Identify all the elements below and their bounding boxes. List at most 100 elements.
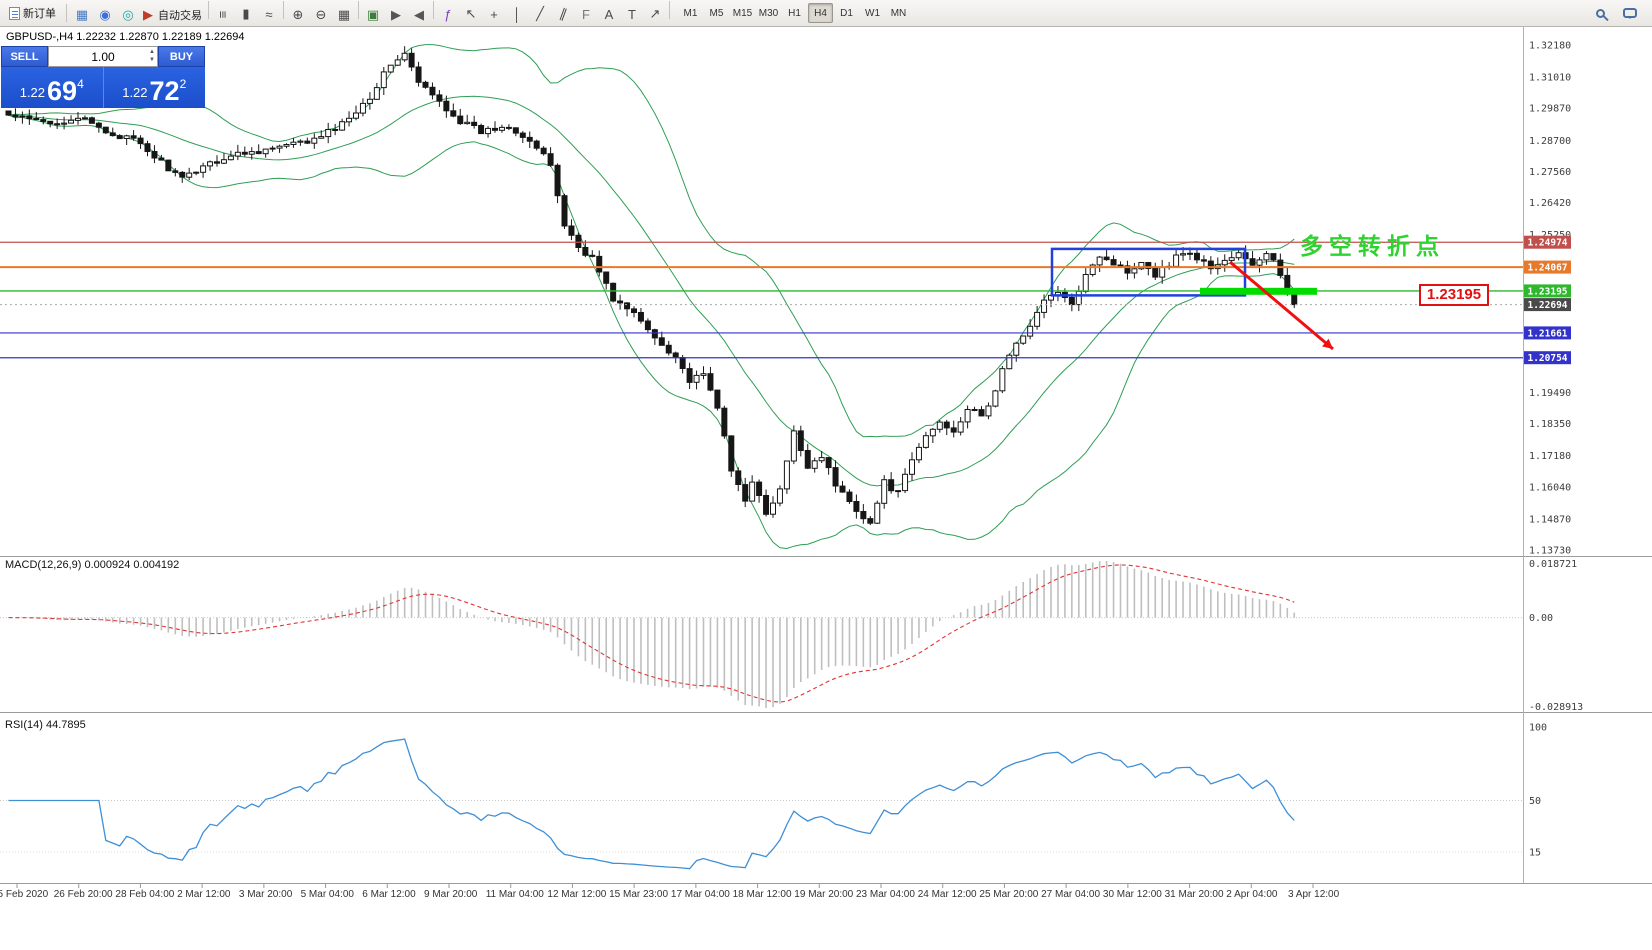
time-tick-label: 17 Mar 04:00 [671,889,730,900]
rsi-axis-label: 50 [1529,796,1541,807]
buy-price[interactable]: 1.22 72 2 [104,67,206,108]
timeframe-m15[interactable]: M15 [732,7,753,19]
price-tick-label: 1.14870 [1529,514,1571,525]
svg-text:1.24974: 1.24974 [1527,238,1567,249]
price-tick-label: 1.29870 [1529,104,1571,115]
macd-indicator-label: MACD(12,26,9) 0.000924 0.004192 [5,559,180,571]
timeframe-m30[interactable]: M30 [758,7,779,19]
turning-point-annotation[interactable]: 多空转折点 [1300,233,1445,259]
timeframe-d1[interactable]: D1 [840,7,853,19]
time-tick-label: 11 Mar 04:00 [486,889,545,900]
time-tick-label: 23 Mar 04:00 [856,889,915,900]
chart-annotations [1050,247,1334,351]
volume-stepper[interactable]: ▲ ▼ [149,48,155,64]
time-tick-label: 2 Mar 12:00 [177,889,231,900]
fibonacci-icon[interactable]: F [582,6,590,22]
buy-button[interactable]: BUY [158,46,205,67]
time-tick-label: 2 Apr 04:00 [1226,889,1278,900]
time-tick-label: 9 Mar 20:00 [424,889,478,900]
cursor-icon[interactable]: ↖ [465,6,477,21]
svg-text:1.22694: 1.22694 [1527,300,1567,311]
text-icon[interactable]: A [604,6,614,22]
time-tick-label: 19 Mar 20:00 [794,889,853,900]
search-icon[interactable] [1589,2,1611,24]
timeframe-h1[interactable]: H1 [788,7,801,19]
price-highlight-label [1524,235,1571,249]
zoom-in-icon[interactable]: ⊕ [292,6,304,22]
rsi-panel-area[interactable] [0,713,1523,883]
rsi-indicator-label: RSI(14) 44.7895 [5,719,86,731]
vertical-line-icon[interactable]: │ [512,6,522,22]
price-highlight-label [1524,298,1571,312]
macd-axis-label: -0.028913 [1529,702,1583,713]
indicators-icon[interactable]: ƒ [444,6,452,22]
timeframe-h4[interactable]: H4 [808,3,833,23]
zoom-out-icon[interactable]: ⊖ [315,6,327,22]
svg-text:1.20754: 1.20754 [1527,353,1567,364]
sell-button[interactable]: SELL [1,46,48,67]
new-chart-icon[interactable]: ▣ [366,6,380,22]
timeframe-w1[interactable]: W1 [865,7,880,19]
bar-chart-icon[interactable]: ≡ [215,10,231,18]
chart-window[interactable]: 1.32180 1.31010 1.29870 1.28700 1.27560 1.264… [0,27,1652,950]
svg-text:1.21661: 1.21661 [1527,328,1567,339]
time-tick-label: 6 Mar 12:00 [362,889,416,900]
price-highlight-label [1524,351,1571,365]
arrow-head [1322,338,1333,349]
timeframe-m1[interactable]: M1 [683,7,698,19]
sell-price-big: 69 [47,76,78,106]
sell-price[interactable]: 1.22 69 4 [1,67,103,108]
time-tick-label: 30 Mar 12:00 [1103,889,1162,900]
new-order-group: 新订单 [3,2,62,24]
sell-direction-arrow[interactable] [1229,260,1334,351]
new-order-button[interactable]: 新订单 [3,2,62,24]
arrows-icon[interactable]: ↗ [649,6,661,21]
chart-title: GBPUSD-,H4 1.22232 1.22870 1.22189 1.226… [6,31,245,43]
time-tick-label: 18 Mar 12:00 [733,889,792,900]
support-highlight-bar[interactable] [1200,287,1317,295]
stepper-down-icon[interactable]: ▼ [149,57,155,63]
price-tick-label: 1.28700 [1529,136,1571,147]
volume-value: 1.00 [91,49,115,64]
toolbar-group-window: ▣ ▶ ◀ [362,4,430,26]
new-order-label: 新订单 [23,8,56,20]
time-tick-label: 24 Mar 12:00 [918,889,977,900]
timeframe-mn[interactable]: MN [890,7,907,19]
stepper-up-icon[interactable]: ▲ [149,49,155,55]
time-tick-label: 3 Apr 12:00 [1288,889,1340,900]
price-callout-box[interactable]: 1.23195 [1419,284,1489,306]
auto-scroll-icon[interactable]: ▶ [391,6,401,22]
chat-icon[interactable] [1619,2,1641,24]
time-tick-label: 25 Feb 2020 [0,889,49,900]
bollinger-bands [8,44,1295,550]
price-tick-label: 1.16040 [1529,482,1571,493]
line-chart-icon[interactable]: ≈ [265,6,273,22]
chart-shift-icon[interactable]: ◀ [414,6,424,22]
trendline-icon[interactable]: ╱ [536,6,544,21]
toolbar-group-main: ▦ ◉ ◎ ▶ 自动交易 [71,4,205,26]
consolidation-rectangle[interactable] [1050,247,1247,297]
toolbar-group-tools: ƒ ↖ + │ ╱ ∥ F A T ↗ [437,3,666,25]
volume-input[interactable]: 1.00 ▲ ▼ [48,46,158,67]
crosshair-icon[interactable]: + [490,6,498,22]
price-highlight-label [1524,260,1571,274]
new-order-icon [9,6,20,20]
autotrading-icon[interactable]: ▶ 自动交易 [143,6,202,22]
channel-icon[interactable]: ∥ [557,5,569,22]
candlestick-chart-icon[interactable]: ▮ [242,6,250,21]
one-click-trade-panel: SELL 1.00 ▲ ▼ BUY 1.22 69 4 1.22 72 2 [1,46,205,108]
label-icon[interactable]: T [628,6,636,22]
time-tick-label: 3 Mar 20:00 [239,889,293,900]
profile-icon[interactable]: ◉ [99,6,111,22]
toolbar-right [1589,2,1649,24]
time-tick-label: 15 Mar 23:00 [609,889,668,900]
support-icon[interactable]: ◎ [122,6,134,22]
rsi-panel [0,738,1523,870]
tile-windows-icon[interactable]: ▦ [337,6,351,22]
timeframe-m5[interactable]: M5 [709,7,724,19]
price-axis[interactable]: 1.32180 1.31010 1.29870 1.28700 1.27560 1.264… [1523,27,1584,884]
macd-panel-area[interactable] [0,557,1523,712]
charts-icon[interactable]: ▦ [75,6,89,22]
toolbar-icon-groups: ▦ ◉ ◎ ▶ 自动交易 ≡ ▮ ≈ ⊕ ⊖ ▦ ▣ ▶ ◀ ƒ ↖ + │ ╱ ∥ F A T ↗ [71,0,673,26]
